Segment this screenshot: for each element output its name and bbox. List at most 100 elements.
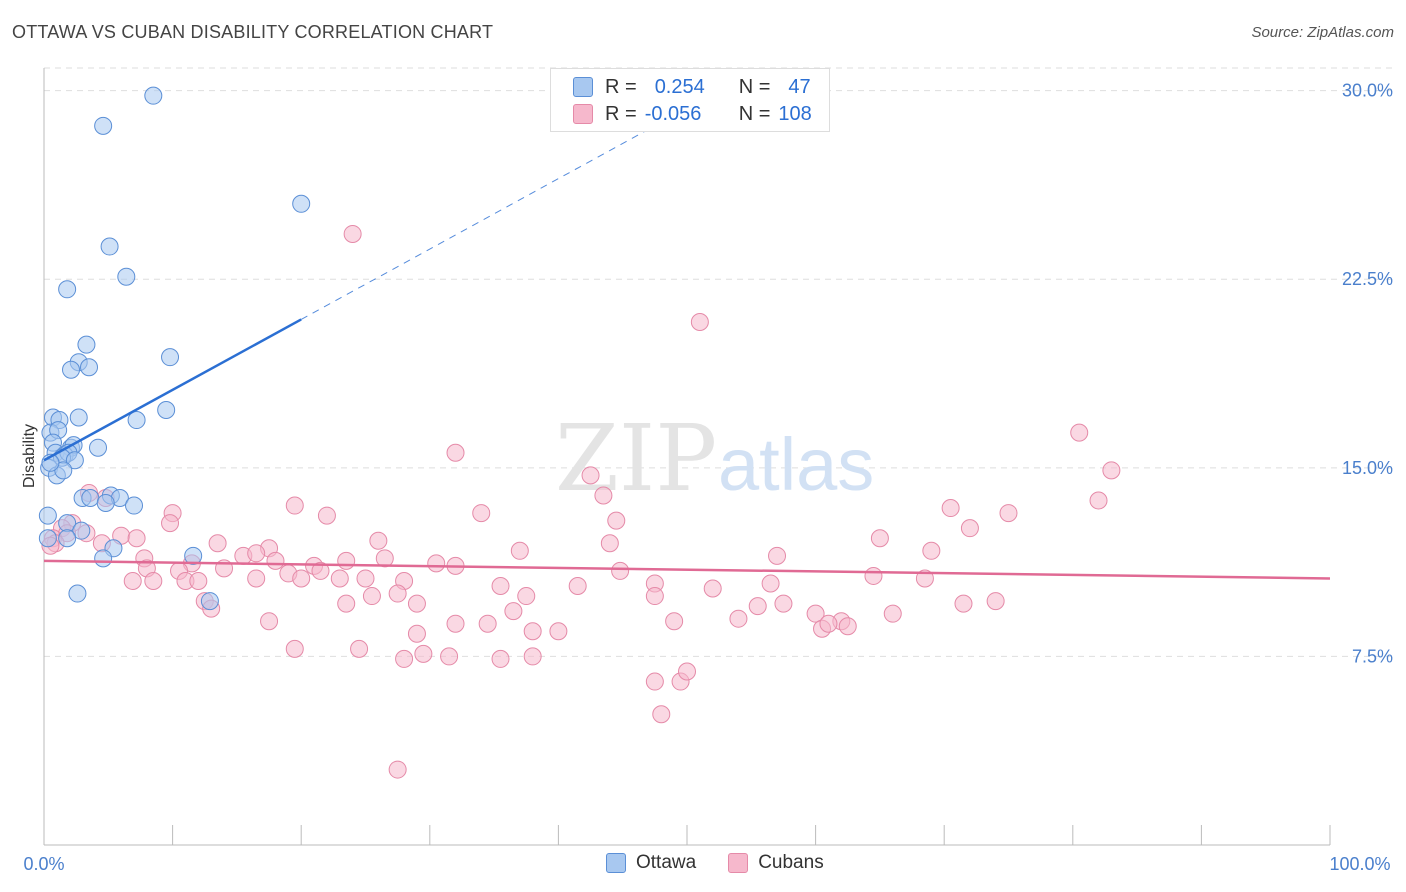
cubans-point <box>356 569 375 588</box>
ottawa-point <box>72 521 91 540</box>
cubans-point <box>774 594 793 613</box>
cubans-point <box>510 541 529 560</box>
cubans-point <box>292 569 311 588</box>
cubans-point <box>388 584 407 603</box>
cubans-point <box>407 594 426 613</box>
ottawa-trend-line <box>43 318 302 462</box>
cubans-point <box>388 760 407 779</box>
cubans-point <box>208 534 227 553</box>
ottawa-point <box>117 267 136 286</box>
cubans-point <box>806 604 825 623</box>
r-value: 0.254 <box>654 75 705 98</box>
ottawa-point <box>81 488 100 507</box>
n-value: 108 <box>778 102 812 125</box>
ottawa-point <box>161 348 180 367</box>
cubans-swatch <box>573 104 593 124</box>
cubans-point <box>427 554 446 573</box>
watermark: ZIP atlas <box>555 405 874 512</box>
ottawa-point <box>94 549 113 568</box>
cubans-point <box>1070 423 1089 442</box>
cubans-point <box>311 561 330 580</box>
ottawa-point <box>62 360 81 379</box>
cubans-point <box>478 614 497 633</box>
tick-labels: 7.5% 15.0% 22.5% 30.0% 0.0% 100.0% <box>23 81 1393 874</box>
cubans-point <box>665 612 684 631</box>
cubans-point <box>337 594 356 613</box>
legend-row-cubans: R = -0.056 N = 108 <box>573 101 812 127</box>
ottawa-trend-extension <box>300 128 649 320</box>
cubans-point <box>819 614 838 633</box>
ottawa-point <box>292 194 311 213</box>
cubans-point <box>369 531 388 550</box>
ottawa-point <box>68 584 87 603</box>
cubans-point <box>247 569 266 588</box>
ottawa-point <box>80 358 99 377</box>
watermark-zip: ZIP <box>555 405 717 512</box>
cubans-point <box>645 587 664 606</box>
cubans-point <box>1102 461 1121 480</box>
y-tick-label: 30.0% <box>1342 81 1393 101</box>
cubans-point <box>189 571 208 590</box>
cubans-point <box>883 604 902 623</box>
cubans-point <box>440 647 459 666</box>
cubans-point <box>414 644 433 663</box>
r-label: R = <box>605 75 637 98</box>
cubans-point <box>350 639 369 658</box>
r-value: -0.056 <box>644 102 702 125</box>
cubans-point <box>504 602 523 621</box>
legend-row-ottawa: R = 0.254 N = 47 <box>573 74 811 100</box>
y-tick-label: 7.5% <box>1352 646 1393 666</box>
ottawa-legend-label: Ottawa <box>636 852 697 873</box>
cubans-point <box>330 569 349 588</box>
cubans-point <box>864 566 883 585</box>
watermark-atlas: atlas <box>718 423 874 506</box>
x-tick-label: 100.0% <box>1329 854 1390 874</box>
cubans-point <box>690 312 709 331</box>
cubans-point <box>870 529 889 548</box>
cubans-point <box>999 504 1018 523</box>
cubans-point <box>260 612 279 631</box>
cubans-point <box>337 551 356 570</box>
cubans-point <box>600 534 619 553</box>
ottawa-point <box>38 529 57 548</box>
cubans-point <box>144 571 163 590</box>
cubans-point <box>761 574 780 593</box>
ottawa-point <box>144 86 163 105</box>
cubans-point <box>941 499 960 518</box>
cubans-point <box>491 649 510 668</box>
cubans-point <box>960 519 979 538</box>
x-tick-label: 0.0% <box>23 854 64 874</box>
cubans-legend-label: Cubans <box>758 852 824 873</box>
stats-legend: R = 0.254 N = 47 R = -0.056 N = 108 <box>550 68 830 132</box>
cubans-point <box>703 579 722 598</box>
y-tick-label: 22.5% <box>1342 269 1393 289</box>
cubans-point <box>247 544 266 563</box>
cubans-point <box>678 662 696 681</box>
cubans-point <box>491 577 510 595</box>
ottawa-swatch <box>573 77 593 97</box>
cubans-point <box>523 647 542 666</box>
cubans-trend-line <box>43 559 1331 580</box>
cubans-point <box>645 672 664 691</box>
grid-lines <box>44 67 1392 657</box>
cubans-point <box>343 224 362 243</box>
ottawa-point <box>94 116 113 135</box>
cubans-point <box>954 594 973 613</box>
n-value: 47 <box>788 75 811 98</box>
cubans-point <box>652 705 671 724</box>
cubans-point <box>594 486 613 505</box>
cubans-point <box>768 546 787 565</box>
ottawa-point <box>96 494 115 513</box>
cubans-point <box>266 551 285 570</box>
ottawa-point <box>38 506 57 525</box>
ottawa-point <box>125 496 144 515</box>
ottawa-point <box>58 280 77 299</box>
series-legend: Ottawa Cubans <box>606 852 824 874</box>
y-tick-label: 15.0% <box>1342 458 1393 478</box>
cubans-point <box>922 541 941 560</box>
cubans-point <box>127 529 146 548</box>
cubans-point <box>123 571 142 590</box>
cubans-point <box>517 587 536 606</box>
chart-title: OTTAWA VS CUBAN DISABILITY CORRELATION C… <box>12 22 494 42</box>
ottawa-point <box>184 546 203 565</box>
